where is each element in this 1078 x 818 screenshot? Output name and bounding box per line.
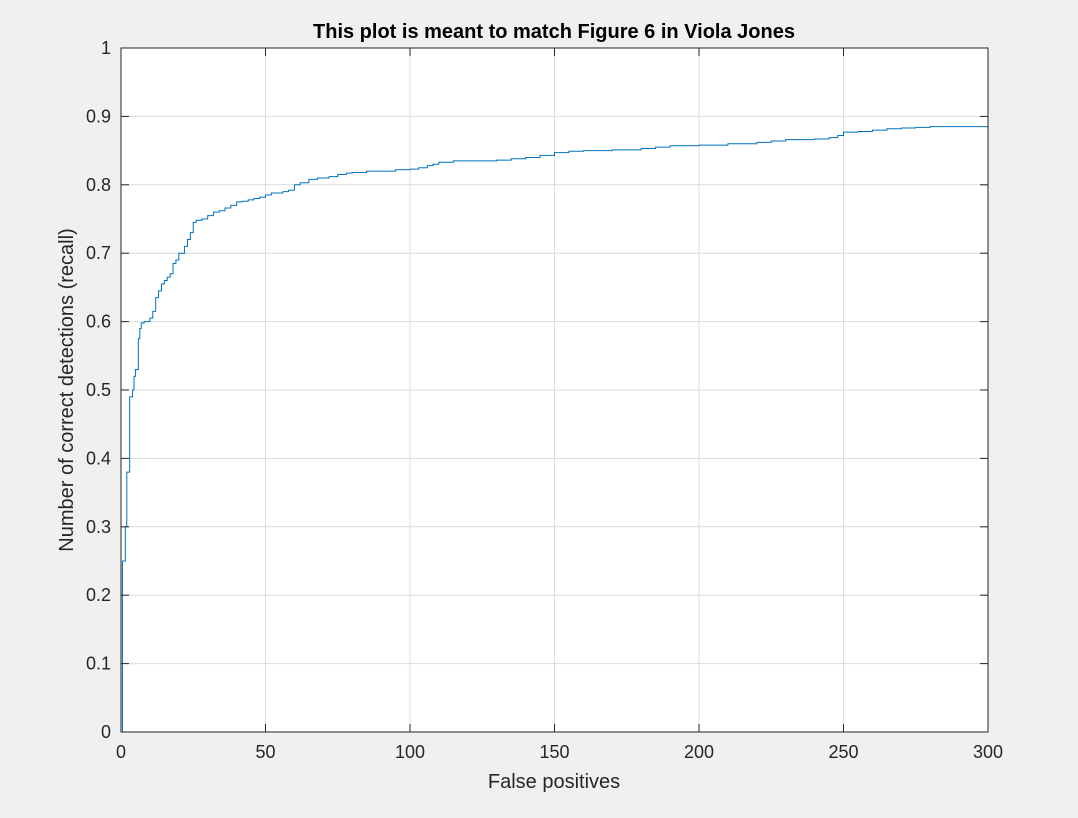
y-tick-label: 0.6 bbox=[86, 312, 111, 332]
x-axis-title: False positives bbox=[488, 771, 620, 793]
data-series bbox=[121, 126, 988, 733]
y-tick-label: 0.5 bbox=[86, 380, 111, 400]
y-tick-label: 0.3 bbox=[86, 517, 111, 537]
y-tick-label: 0.9 bbox=[86, 106, 111, 126]
y-axis-title: Number of correct detections (recall) bbox=[56, 228, 78, 551]
y-tick-label: 0.2 bbox=[86, 585, 111, 605]
x-tick-label: 100 bbox=[395, 742, 425, 762]
x-tick-label: 0 bbox=[116, 742, 126, 762]
x-tick-label: 50 bbox=[255, 742, 275, 762]
x-tick-label: 150 bbox=[539, 742, 569, 762]
y-tick-label: 0.7 bbox=[86, 243, 111, 263]
chart-title: This plot is meant to match Figure 6 in … bbox=[313, 21, 795, 43]
x-tick-label: 200 bbox=[684, 742, 714, 762]
axis-ticks bbox=[120, 47, 989, 733]
y-tick-label: 0 bbox=[101, 722, 111, 742]
y-tick-label: 1 bbox=[101, 38, 111, 58]
y-tick-label: 0.1 bbox=[86, 654, 111, 674]
y-tick-labels: 0 0.1 0.2 0.3 0.4 0.5 0.6 0.7 0.8 0.9 1 bbox=[86, 38, 111, 742]
y-tick-label: 0.8 bbox=[86, 175, 111, 195]
x-tick-label: 250 bbox=[828, 742, 858, 762]
x-tick-labels: 0 50 100 150 200 250 300 bbox=[116, 742, 1003, 762]
y-tick-label: 0.4 bbox=[86, 448, 111, 468]
recall-curve-line bbox=[121, 126, 988, 733]
x-tick-label: 300 bbox=[973, 742, 1003, 762]
